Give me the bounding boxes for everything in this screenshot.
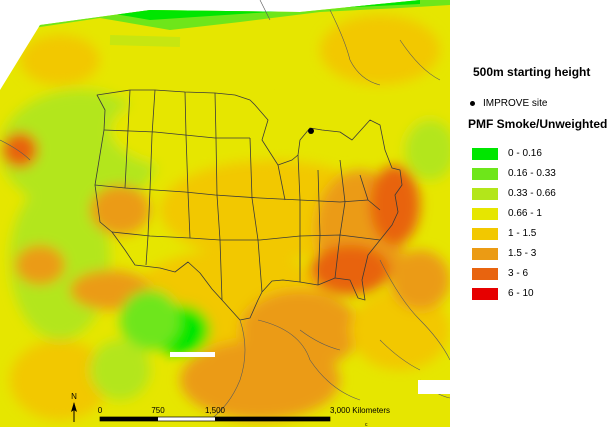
smoke-concentration-field — [0, 0, 450, 427]
concentration-map: N 0 750 1,500 3,000 Kilometers c — [0, 0, 450, 427]
legend-swatch — [472, 268, 498, 280]
north-arrow: N — [71, 392, 77, 422]
ocean-gap-2 — [418, 380, 450, 394]
other-coastlines — [0, 0, 450, 421]
improve-site-legend: IMPROVE site — [470, 98, 547, 109]
legend-swatch — [472, 188, 498, 200]
legend-swatch — [472, 168, 498, 180]
site-label: IMPROVE site — [483, 98, 548, 109]
scale-bar: 0 750 1,500 3,000 Kilometers c — [98, 406, 390, 427]
legend-label: 0 - 0.16 — [508, 148, 542, 159]
scale-tick-1500: 1,500 — [205, 406, 226, 415]
state-boundaries — [94, 89, 403, 321]
scale-tick-750: 750 — [151, 406, 165, 415]
legend-panel: 500m starting height IMPROVE site PMF Sm… — [450, 0, 614, 427]
legend-label: 1 - 1.5 — [508, 228, 537, 239]
legend-swatch — [472, 228, 498, 240]
legend-label: 0.66 - 1 — [508, 208, 542, 219]
north-label: N — [71, 392, 77, 401]
corner-mark: c — [365, 422, 368, 427]
legend-subtitle: PMF Smoke/Unweighted — [468, 117, 608, 131]
scale-tick-0: 0 — [98, 406, 103, 415]
legend-swatch — [472, 148, 498, 160]
legend-label: 6 - 10 — [508, 288, 534, 299]
legend-swatch — [472, 208, 498, 220]
legend-label: 1.5 - 3 — [508, 248, 537, 259]
legend-label: 0.33 - 0.66 — [508, 188, 556, 199]
legend-label: 3 - 6 — [508, 268, 529, 279]
ocean-gap — [170, 352, 215, 357]
legend-title: 500m starting height — [473, 65, 591, 79]
improve-site-marker — [308, 128, 314, 134]
scale-tick-3000: 3,000 Kilometers — [330, 406, 390, 415]
legend-label: 0.16 - 0.33 — [508, 168, 556, 179]
legend-swatch — [472, 288, 498, 300]
legend-swatch — [472, 248, 498, 260]
site-dot-icon — [470, 100, 475, 106]
